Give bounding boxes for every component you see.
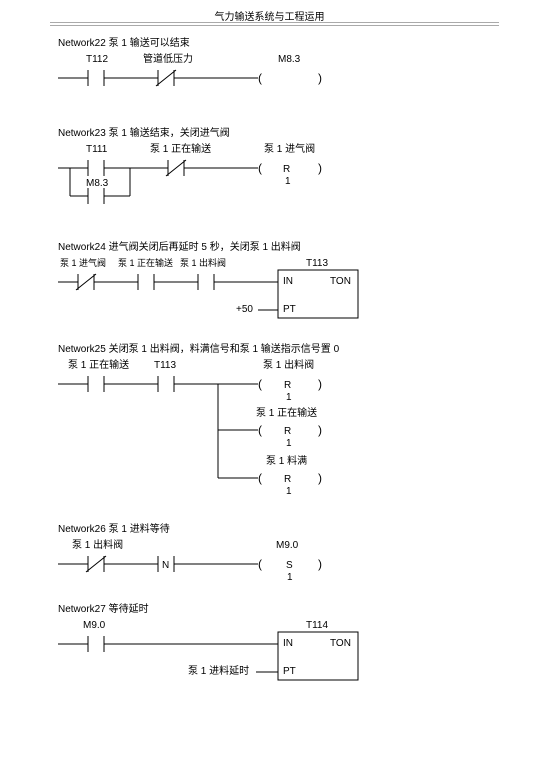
net22-c1: T112 <box>86 54 108 65</box>
net22-out: M8.3 <box>278 54 301 65</box>
net23-c3: M8.3 <box>86 178 109 189</box>
net25-diagram: ( ) ( ) ( ) 泵 1 正在输送 T113 泵 1 出料阀 R 1 泵 … <box>58 358 418 506</box>
net24-val: +50 <box>236 304 253 315</box>
net23-title: Network23 泵 1 输送结束，关闭进气阀 <box>58 124 230 139</box>
net23-diagram: ( ) T111 泵 1 正在输送 M8.3 泵 1 进气阀 R 1 <box>58 142 418 212</box>
net26-out: M9.0 <box>276 540 299 551</box>
net25-n3: 1 <box>286 486 292 497</box>
net24-pt: PT <box>283 304 296 315</box>
net24-c2: 泵 1 正在输送 <box>118 257 173 268</box>
net22-diagram: ( ) T112 管道低压力 M8.3 <box>58 52 418 96</box>
net23-c1: T111 <box>86 144 108 155</box>
net25-r1: R <box>284 380 291 391</box>
net27-in: IN <box>283 638 293 649</box>
net24-timer: T113 <box>306 258 328 269</box>
net24-title: Network24 进气阀关闭后再延时 5 秒，关闭泵 1 出料阀 <box>58 238 301 253</box>
net23-out: 泵 1 进气阀 <box>264 142 315 155</box>
header-rule <box>50 22 499 26</box>
net26-diagram: ( ) 泵 1 出料阀 N M9.0 S 1 <box>58 538 418 588</box>
net23-out2a: R <box>283 164 290 175</box>
net24-in: IN <box>283 276 293 287</box>
svg-text:): ) <box>318 71 322 85</box>
net26-one: 1 <box>287 572 293 583</box>
net26-nc: N <box>162 560 169 571</box>
net25-n1: 1 <box>286 392 292 403</box>
net25-r2: R <box>284 426 291 437</box>
svg-text:): ) <box>318 471 322 485</box>
net25-c2: T113 <box>154 360 176 371</box>
net24-diagram: 泵 1 进气阀 泵 1 正在输送 泵 1 出料阀 T113 IN TON PT … <box>58 256 438 326</box>
net25-o1: 泵 1 出料阀 <box>263 358 314 371</box>
svg-text:(: ( <box>258 161 262 175</box>
net26-title: Network26 泵 1 进料等待 <box>58 520 170 535</box>
net25-o3: 泵 1 料满 <box>266 454 307 467</box>
net25-c1: 泵 1 正在输送 <box>68 358 129 371</box>
svg-text:): ) <box>318 377 322 391</box>
net24-c3: 泵 1 出料阀 <box>180 257 226 268</box>
page-header: 气力输送系统与工程运用 <box>0 8 539 23</box>
svg-text:(: ( <box>258 423 262 437</box>
net26-s: S <box>286 560 293 571</box>
svg-text:): ) <box>318 161 322 175</box>
net24-ton: TON <box>330 276 351 287</box>
net27-ton: TON <box>330 638 351 649</box>
svg-text:(: ( <box>258 471 262 485</box>
net23-out2b: 1 <box>285 176 291 187</box>
net25-o2: 泵 1 正在输送 <box>256 406 317 419</box>
net23-c2: 泵 1 正在输送 <box>150 142 211 155</box>
net22-c2: 管道低压力 <box>143 52 193 65</box>
net27-c1: M9.0 <box>83 620 106 631</box>
net27-val: 泵 1 进料延时 <box>188 664 249 677</box>
net26-c1: 泵 1 出料阀 <box>72 538 123 551</box>
net27-pt: PT <box>283 666 296 677</box>
net27-timer: T114 <box>306 620 328 631</box>
svg-text:(: ( <box>258 377 262 391</box>
svg-text:(: ( <box>258 71 262 85</box>
net25-n2: 1 <box>286 438 292 449</box>
svg-text:): ) <box>318 423 322 437</box>
svg-text:(: ( <box>258 557 262 571</box>
net22-title: Network22 泵 1 输送可以结束 <box>58 34 190 49</box>
net27-title: Network27 等待延时 <box>58 600 149 615</box>
net27-diagram: M9.0 T114 IN TON PT 泵 1 进料延时 <box>58 618 438 698</box>
net25-r3: R <box>284 474 291 485</box>
net25-title: Network25 关闭泵 1 出料阀，料满信号和泵 1 输送指示信号置 0 <box>58 340 339 355</box>
net24-c1: 泵 1 进气阀 <box>60 257 106 268</box>
svg-text:): ) <box>318 557 322 571</box>
